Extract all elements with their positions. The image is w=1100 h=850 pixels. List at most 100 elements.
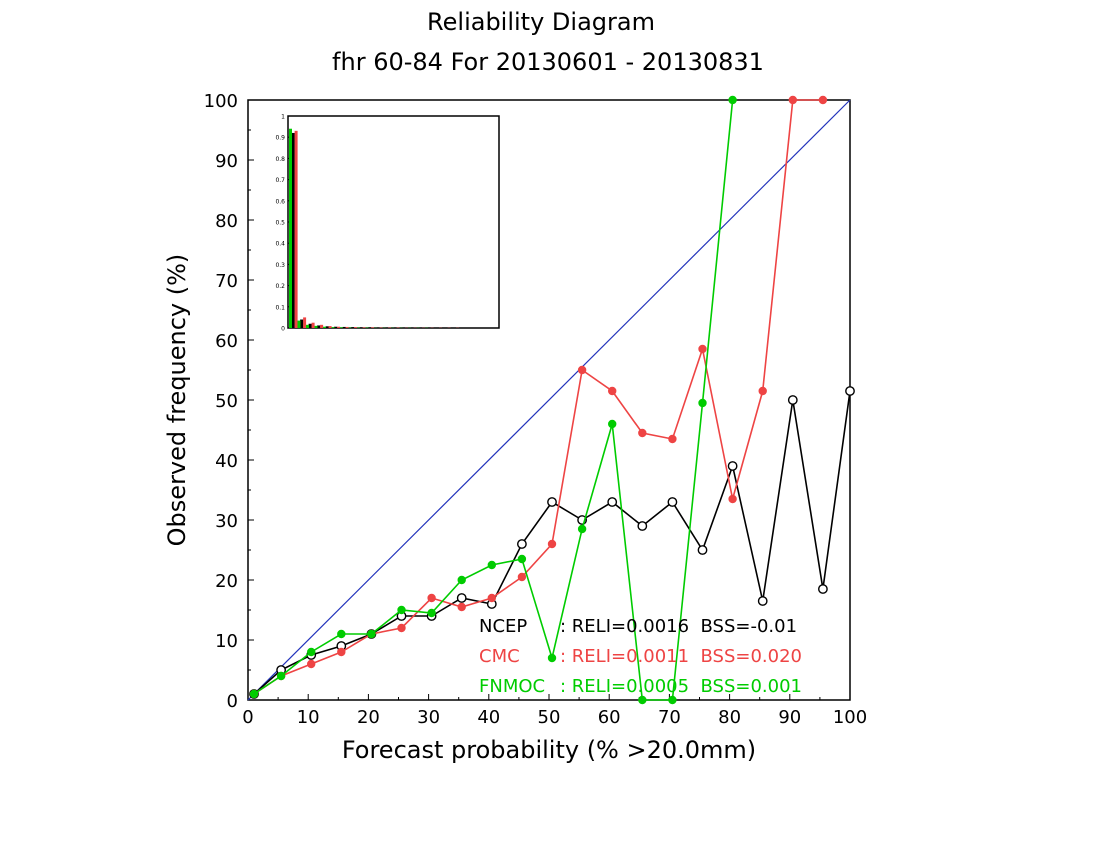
inset-bar-ncep [351, 327, 355, 328]
inset-y-tick-label: 1 [281, 114, 285, 121]
inset-y-tick-label: 0.9 [275, 135, 285, 142]
data-point-cmc [337, 647, 346, 657]
x-tick-label: 10 [297, 707, 320, 728]
inset-y-tick-label: 0.6 [275, 198, 285, 205]
data-point-cmc [698, 344, 707, 354]
data-point-fnmoc [577, 524, 587, 534]
data-point-ncep [727, 461, 738, 471]
y-tick-label: 20 [215, 571, 238, 592]
data-point-cmc [547, 539, 557, 549]
inset-bar-cmc [371, 327, 375, 328]
inset-bar-cmc [311, 322, 315, 328]
data-point-fnmoc [337, 629, 346, 639]
inset-bar-cmc [337, 326, 341, 328]
y-tick-label: 10 [215, 631, 238, 652]
legend: NCEP : RELI=0.0016 BSS=-0.01 CMC : RELI=0.0… [479, 616, 802, 697]
x-tick-label: 0 [242, 707, 253, 728]
data-point-fnmoc [728, 95, 737, 105]
perfect-reliability-line [247, 99, 851, 701]
inset-bar-fnmoc [331, 327, 335, 328]
inset-bar-cmc [362, 327, 366, 328]
data-point-fnmoc [638, 695, 647, 705]
data-point-cmc [577, 365, 587, 375]
data-point-fnmoc [608, 419, 617, 429]
data-point-cmc [668, 434, 677, 444]
inset-bar-ncep [359, 327, 363, 328]
data-point-cmc [728, 494, 737, 504]
legend-stats-ncep: : RELI=0.0016 BSS=-0.01 [560, 616, 797, 637]
inset-histogram: 0 0.1 0.2 0.3 0.4 0.5 0.6 0.7 0.8 0.9 1 [275, 114, 500, 333]
inset-bar-fnmoc [314, 325, 318, 328]
chart-title: Reliability Diagram [427, 8, 655, 36]
data-point-ncep [667, 497, 678, 507]
data-point-fnmoc [367, 629, 376, 639]
inset-bar-fnmoc [323, 326, 326, 328]
data-point-ncep [456, 593, 467, 603]
inset-bar-cmc [320, 324, 324, 328]
data-point-fnmoc [698, 398, 707, 408]
chart-subtitle: fhr 60-84 For 20130601 - 20130831 [332, 48, 764, 76]
y-axis-label: Observed frequency (%) [163, 254, 191, 547]
data-point-cmc [487, 593, 497, 603]
inset-y-tick-label: 0.3 [275, 262, 285, 269]
data-point-cmc [818, 95, 828, 105]
data-point-fnmoc [427, 608, 436, 618]
y-tick-label: 80 [215, 211, 238, 232]
x-tick-label: 80 [718, 707, 741, 728]
data-point-fnmoc [457, 575, 466, 585]
data-point-ncep [697, 545, 708, 555]
x-tick-label: 30 [417, 707, 440, 728]
inset-bar-ncep [325, 326, 329, 328]
data-point-ncep [637, 521, 648, 531]
data-point-cmc [517, 572, 527, 582]
x-tick-label: 70 [658, 707, 681, 728]
legend-stats-fnmoc: : RELI=0.0005 BSS=0.001 [560, 676, 802, 697]
data-point-ncep [517, 539, 527, 549]
inset-bars [289, 128, 460, 328]
data-point-fnmoc [276, 671, 286, 681]
x-axis: 0 10 20 30 40 50 60 70 80 90 100 [242, 694, 867, 728]
inset-bar-ncep [291, 132, 295, 328]
x-tick-label: 90 [778, 707, 801, 728]
y-tick-label: 70 [215, 271, 238, 292]
y-tick-label: 50 [215, 391, 238, 412]
x-tick-label: 100 [833, 707, 867, 728]
data-point-fnmoc [249, 689, 259, 699]
data-point-cmc [307, 659, 316, 669]
inset-bar-cmc [345, 326, 349, 328]
data-point-ncep [547, 497, 557, 507]
y-tick-label: 40 [215, 451, 238, 472]
inset-y-tick-label: 0.7 [275, 177, 285, 184]
data-point-cmc [788, 95, 798, 105]
data-point-fnmoc [397, 605, 406, 615]
inset-y-tick-label: 0.1 [275, 304, 285, 311]
x-tick-label: 50 [538, 707, 561, 728]
inset-bar-ncep [342, 326, 346, 328]
inset-bar-ncep [334, 326, 338, 328]
data-point-ncep [607, 497, 618, 507]
inset-bar-fnmoc [297, 320, 301, 328]
series-layer [249, 95, 855, 705]
legend-stats-cmc: : RELI=0.0011 BSS=0.020 [560, 646, 802, 667]
data-point-cmc [758, 386, 767, 396]
inset-bar-ncep [368, 327, 372, 328]
y-axis: 0 10 20 30 40 50 60 70 80 90 100 [204, 91, 254, 712]
inset-bar-ncep [308, 323, 312, 328]
data-point-cmc [608, 386, 617, 396]
data-point-fnmoc [307, 647, 316, 657]
data-point-cmc [638, 428, 647, 438]
inset-y-tick-label: 0.4 [275, 241, 285, 248]
inset-bar-ncep [300, 319, 304, 328]
legend-name-cmc: CMC [479, 646, 520, 667]
data-point-ncep [845, 386, 855, 396]
inset-bar-fnmoc [289, 128, 292, 328]
legend-name-ncep: NCEP [479, 616, 527, 637]
inset-y-tick-label: 0 [281, 326, 285, 333]
inset-y-tick-label: 0.2 [275, 283, 285, 290]
y-tick-label: 0 [227, 691, 238, 712]
x-tick-label: 20 [357, 707, 380, 728]
y-tick-label: 100 [204, 91, 238, 112]
inset-bar-fnmoc [306, 324, 309, 328]
data-point-ncep [757, 596, 768, 606]
